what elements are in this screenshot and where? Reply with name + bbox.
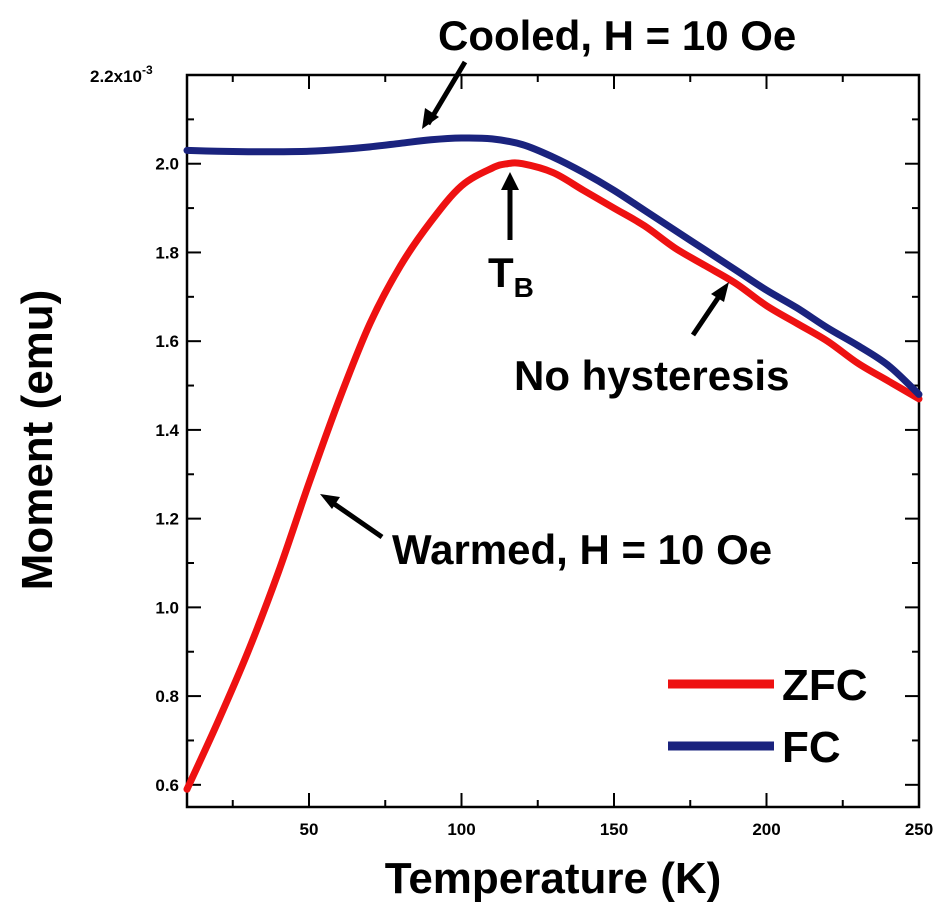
annotation-tb-arrowhead xyxy=(501,172,519,190)
y-tick-label: 1.4 xyxy=(155,421,179,440)
x-tick-label: 100 xyxy=(447,820,475,839)
annotation-tb: TB xyxy=(488,249,534,303)
annotation-tb-main: T xyxy=(488,249,514,296)
x-tick-label: 150 xyxy=(600,820,628,839)
y-tick-label: 1.6 xyxy=(155,332,179,351)
y-tick-label: 2.0 xyxy=(155,155,179,174)
annotation-warmed: Warmed, H = 10 Oe xyxy=(392,526,772,573)
y-axis-title: Moment (emu) xyxy=(13,290,62,591)
legend: ZFC FC xyxy=(668,661,868,772)
axis-ticks xyxy=(187,74,920,807)
y-tick-label: 0.8 xyxy=(155,687,179,706)
plot-frame xyxy=(185,73,921,809)
annotation-warmed-arrowhead xyxy=(320,494,340,509)
legend-label-fc: FC xyxy=(782,723,841,772)
x-tick-label: 50 xyxy=(300,820,319,839)
y-tick-label: 1.0 xyxy=(155,598,179,617)
annotation-tb-subscript: B xyxy=(514,272,534,303)
x-tick-label: 250 xyxy=(905,820,933,839)
series-line-zfc xyxy=(183,159,923,793)
annotation-no-hysteresis-arrowhead xyxy=(711,282,729,302)
annotation-warmed-arrow-shaft xyxy=(328,498,384,540)
annotation-cooled: Cooled, H = 10 Oe xyxy=(438,12,796,59)
plot-frame-rect xyxy=(185,73,921,809)
y-tick-label: 1.8 xyxy=(155,243,179,262)
tick-labels: 50 100 150 200 250 0.6 0.8 1.0 1.2 1.4 1.6 1.8 2.0 xyxy=(155,155,933,839)
y-tick-label: 0.6 xyxy=(155,776,179,795)
y-multiplier-exponent: -3 xyxy=(142,63,153,77)
x-tick-label: 200 xyxy=(752,820,780,839)
series-layer xyxy=(183,134,923,793)
annotation-cooled-arrow-shaft xyxy=(425,60,468,126)
legend-label-zfc: ZFC xyxy=(782,661,868,710)
series-line-fc xyxy=(183,134,923,398)
annotation-no-hysteresis: No hysteresis xyxy=(514,352,789,399)
annotation-cooled-arrowhead xyxy=(422,108,439,129)
annotation-no-hysteresis-arrow-shaft xyxy=(690,290,725,337)
x-axis-title: Temperature (K) xyxy=(385,854,722,903)
y-tick-label: 1.2 xyxy=(155,510,179,529)
y-multiplier-label: 2.2x10-3 xyxy=(90,63,153,86)
y-multiplier-base: 2.2x10 xyxy=(90,67,142,86)
